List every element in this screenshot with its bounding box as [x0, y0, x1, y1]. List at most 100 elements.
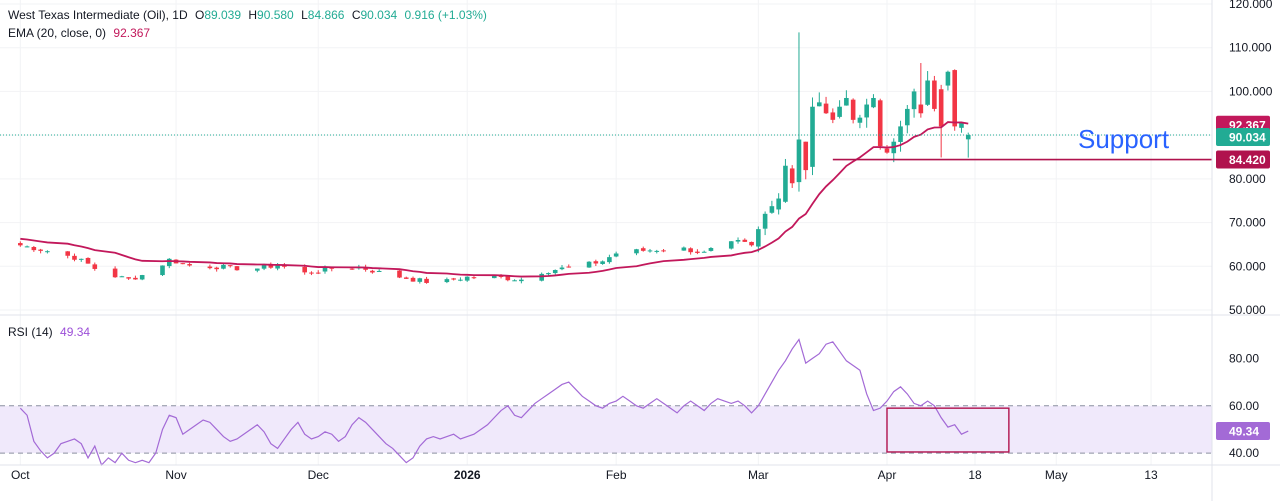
candle-body-33 [322, 267, 328, 272]
candle-body-2 [31, 247, 37, 251]
candle-body-107 [945, 71, 951, 86]
candle-body-101 [905, 108, 910, 126]
time-tick-label-0: Oct [11, 468, 30, 482]
candle-body-1 [24, 246, 30, 248]
legend-open-label: O [194, 8, 205, 22]
candle-body-76 [735, 240, 741, 242]
candle-body-85 [796, 139, 802, 183]
candle-body-15 [160, 265, 165, 276]
candle-body-71 [688, 248, 693, 253]
candle-body-7 [78, 258, 84, 260]
candle-body-22 [221, 264, 226, 269]
rsi-label: 49.34 [1229, 425, 1259, 439]
candle-body-31 [309, 272, 314, 274]
legend-ema-value: 92.367 [113, 26, 151, 40]
candle-body-13 [133, 277, 138, 280]
rsi-label-box [1216, 422, 1270, 441]
candle-body-49 [471, 277, 477, 279]
candle-body-109 [959, 122, 964, 128]
price-label-box-1 [1216, 127, 1270, 146]
candle-body-61 [593, 261, 599, 264]
candle-body-75 [728, 241, 734, 249]
candle-body-104 [925, 80, 930, 105]
price-tick-label-6: 110.000 [1229, 41, 1272, 55]
candle-body-6 [72, 255, 77, 260]
legend-ema-label: EMA (20, close, 0) [8, 26, 107, 40]
candle-body-5 [65, 251, 71, 256]
candle-body-63 [607, 257, 612, 263]
legend-high-label: H [248, 8, 258, 22]
rsi-line [19, 338, 969, 467]
legend-symbol: West Texas Intermediate (Oil), 1D [8, 8, 188, 22]
candle-body-16 [166, 258, 172, 267]
rsi-highlight-box [886, 407, 1010, 453]
candle-body-89 [823, 103, 829, 114]
candle-body-26 [261, 264, 267, 269]
candle-body-91 [837, 106, 842, 117]
time-tick-label-1: Nov [165, 468, 186, 482]
price-label-1: 90.034 [1229, 130, 1266, 144]
price-tick-label-1: 60.000 [1229, 259, 1266, 273]
time-tick-label-4: Feb [606, 468, 627, 482]
time-tick-label-2: Dec [308, 468, 329, 482]
candle-body-50 [491, 275, 497, 279]
candle-body-103 [918, 104, 924, 114]
candle-body-32 [315, 272, 321, 274]
candle-body-108 [952, 70, 958, 127]
candle-body-24 [234, 266, 240, 271]
time-tick-label-5: Mar [748, 468, 769, 482]
candle-body-73 [701, 251, 707, 253]
ema-line [20, 121, 969, 278]
candle-body-42 [410, 277, 416, 282]
candle-body-60 [586, 261, 592, 268]
candle-body-41 [403, 277, 409, 279]
candle-body-90 [830, 112, 836, 120]
candle-body-74 [708, 248, 714, 251]
candle-body-100 [898, 126, 903, 142]
overlay-layer [0, 121, 1212, 467]
time-tick-label-6: Apr [878, 468, 897, 482]
candle-body-47 [458, 279, 463, 281]
candle-body-19 [187, 264, 192, 266]
candle-body-30 [302, 266, 307, 273]
candle-body-80 [762, 213, 768, 229]
candle-body-66 [640, 248, 646, 251]
candle-body-77 [742, 239, 748, 242]
legend-open: 89.039 [204, 8, 242, 22]
time-tick-label-7: 18 [968, 468, 982, 482]
candle-body-11 [119, 276, 125, 278]
candle-body-110 [965, 134, 971, 140]
legend-rsi-value: 49.34 [60, 325, 91, 339]
rsi-legend: RSI (14) 49.34 [8, 325, 90, 339]
candle-body-29 [282, 265, 287, 267]
candle-body-55 [539, 273, 544, 281]
candle-body-35 [349, 268, 355, 270]
candle-body-72 [695, 251, 700, 253]
candle-body-59 [566, 266, 572, 268]
time-tick-label-9: 13 [1144, 468, 1158, 482]
candle-body-48 [464, 276, 470, 281]
price-tick-label-7: 120.000 [1229, 0, 1273, 11]
candle-body-43 [417, 278, 423, 282]
candle-body-82 [776, 198, 781, 210]
candle-body-94 [857, 117, 863, 123]
candle-body-38 [370, 270, 375, 273]
candle-body-83 [783, 165, 788, 202]
legend-low: 84.866 [307, 8, 345, 22]
candle-body-67 [647, 250, 653, 252]
time-tick-label-3: 2026 [454, 468, 481, 482]
candle-body-79 [756, 229, 761, 247]
legend-low-label: L [301, 8, 308, 22]
candle-body-65 [634, 249, 639, 254]
candle-body-92 [844, 97, 849, 106]
price-tick-label-3: 80.000 [1229, 172, 1266, 186]
candle-body-96 [871, 97, 876, 108]
price-candles [18, 32, 971, 284]
rsi-tick-label-0: 40.00 [1229, 446, 1259, 460]
legend-high: 90.580 [257, 8, 294, 22]
candle-body-27 [268, 263, 274, 268]
grid-layer [0, 0, 1280, 465]
candle-body-12 [126, 277, 131, 279]
